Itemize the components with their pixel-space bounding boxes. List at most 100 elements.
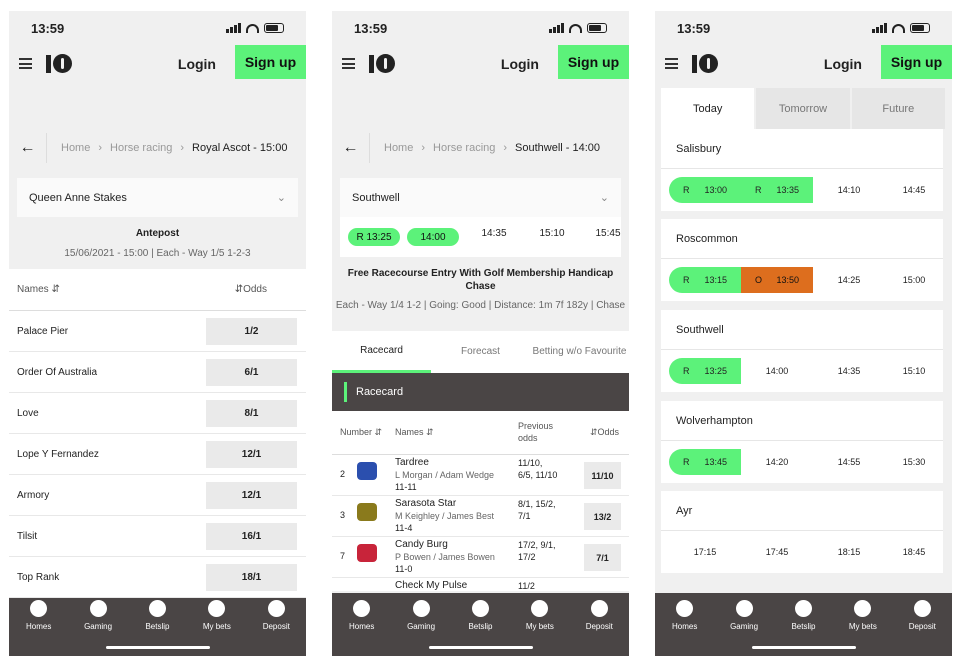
brand-logo[interactable] bbox=[369, 53, 397, 74]
race-time-link[interactable]: 14:25 bbox=[837, 275, 861, 285]
login-button[interactable]: Login bbox=[500, 56, 539, 72]
race-time-slot[interactable]: R 13:25 bbox=[669, 358, 741, 384]
sort-icon: ⇵ bbox=[372, 427, 383, 437]
market-title: Antepost bbox=[135, 228, 180, 239]
race-select[interactable]: Queen Anne Stakes ⌄ bbox=[17, 178, 298, 217]
race-time-link[interactable]: 15:30 bbox=[902, 457, 926, 467]
odds-button[interactable]: 8/1 bbox=[206, 399, 297, 427]
race-time-link[interactable]: 14:35 bbox=[837, 366, 861, 376]
tab-forecast[interactable]: Forecast bbox=[461, 346, 500, 357]
brand-logo[interactable] bbox=[692, 53, 720, 74]
nav-item-mybets[interactable]: My bets bbox=[835, 600, 891, 656]
meeting-name[interactable]: Roscommon bbox=[661, 219, 943, 259]
odds-button[interactable]: 13/2 bbox=[584, 503, 621, 530]
race-time-slot[interactable]: R 13:35 bbox=[741, 177, 813, 203]
meeting-name[interactable]: Wolverhampton bbox=[661, 401, 943, 441]
meeting-name[interactable]: Salisbury bbox=[661, 129, 943, 169]
race-time-tab[interactable]: 14:35 bbox=[481, 228, 507, 239]
back-arrow-icon[interactable]: ← bbox=[9, 133, 47, 163]
sort-odds-header[interactable]: ⇵Odds bbox=[235, 284, 267, 295]
login-button[interactable]: Login bbox=[823, 56, 862, 72]
nav-item-mybets[interactable]: My bets bbox=[512, 600, 568, 656]
nav-item-dice[interactable]: Gaming bbox=[393, 600, 449, 656]
tab-racecard[interactable]: Racecard bbox=[332, 331, 431, 373]
meeting-card: Wolverhampton R 13:45 14:20 14:55 15:30 bbox=[661, 401, 943, 483]
odds-button[interactable]: 11/10 bbox=[584, 462, 621, 489]
race-time-tab[interactable]: 15:10 bbox=[539, 228, 565, 239]
runner-name: Candy Burg bbox=[395, 539, 448, 550]
odds-button[interactable]: 16/1 bbox=[206, 522, 297, 550]
race-time-link[interactable]: 15:00 bbox=[902, 275, 926, 285]
tab-today[interactable]: Today bbox=[661, 88, 755, 129]
breadcrumb-item[interactable]: Horse racing bbox=[433, 142, 496, 154]
odds-button[interactable]: 12/1 bbox=[206, 440, 297, 468]
nav-item-betslip[interactable]: Betslip bbox=[129, 600, 185, 656]
nav-item-home[interactable]: Homes bbox=[657, 600, 713, 656]
nav-item-dice[interactable]: Gaming bbox=[716, 600, 772, 656]
breadcrumb-item[interactable]: Home bbox=[384, 142, 414, 154]
meeting-name[interactable]: Southwell bbox=[661, 310, 943, 350]
runner-name: Tardree bbox=[395, 457, 429, 468]
breadcrumb-item[interactable]: Horse racing bbox=[110, 142, 173, 154]
race-time-tab[interactable]: 15:45 bbox=[595, 228, 621, 239]
sort-names-header[interactable]: Names ⇵ bbox=[17, 284, 60, 295]
nav-item-betslip[interactable]: Betslip bbox=[452, 600, 508, 656]
nav-item-dice[interactable]: Gaming bbox=[70, 600, 126, 656]
race-time-link[interactable]: 14:20 bbox=[765, 457, 789, 467]
signup-button[interactable]: Sign up bbox=[881, 45, 952, 79]
tab-future[interactable]: Future bbox=[851, 88, 945, 129]
race-time-link[interactable]: 14:45 bbox=[902, 185, 926, 195]
sort-number-header[interactable]: Number ⇵ bbox=[340, 427, 382, 438]
login-button[interactable]: Login bbox=[177, 56, 216, 72]
runner-number: 3 bbox=[340, 510, 346, 520]
runners-table: Names ⇵ ⇵Odds Palace Pier 1/2 Order Of Austr… bbox=[9, 269, 306, 598]
signup-button[interactable]: Sign up bbox=[558, 45, 629, 79]
odds-button[interactable]: 18/1 bbox=[206, 563, 297, 591]
race-time-link[interactable]: 15:10 bbox=[902, 366, 926, 376]
race-time-slot[interactable]: R 13:45 bbox=[669, 449, 741, 475]
race-time-slot[interactable]: R 13:15 bbox=[669, 267, 741, 293]
menu-icon[interactable] bbox=[665, 58, 678, 69]
menu-icon[interactable] bbox=[19, 58, 32, 69]
race-time-link[interactable]: 14:10 bbox=[837, 185, 861, 195]
signup-button[interactable]: Sign up bbox=[235, 45, 306, 79]
tab-tomorrow[interactable]: Tomorrow bbox=[756, 88, 850, 129]
odds-button[interactable]: 1/2 bbox=[206, 317, 297, 345]
race-time-slot[interactable]: O 13:50 bbox=[741, 267, 813, 293]
nav-item-betslip[interactable]: Betslip bbox=[775, 600, 831, 656]
brand-logo[interactable] bbox=[46, 53, 74, 74]
odds-button[interactable]: 12/1 bbox=[206, 481, 297, 509]
race-time-link[interactable]: 14:55 bbox=[837, 457, 861, 467]
race-time: 13:00 bbox=[704, 185, 727, 195]
odds-button[interactable]: 7/1 bbox=[584, 544, 621, 571]
sort-odds-header[interactable]: ⇵Odds bbox=[590, 427, 619, 438]
race-time-tab[interactable]: 14:00 bbox=[407, 228, 459, 246]
race-time-link[interactable]: 14:00 bbox=[765, 366, 789, 376]
breadcrumb-item[interactable]: Home bbox=[61, 142, 91, 154]
race-time-link[interactable]: 18:15 bbox=[837, 547, 861, 557]
race-time-tab[interactable]: R 13:25 bbox=[348, 228, 400, 246]
race-time-slot[interactable]: R 13:00 bbox=[669, 177, 741, 203]
nav-item-mybets[interactable]: My bets bbox=[189, 600, 245, 656]
odds-button[interactable]: 6/1 bbox=[206, 358, 297, 386]
race-time-link[interactable]: 18:45 bbox=[902, 547, 926, 557]
meeting-select-value: Southwell bbox=[352, 191, 400, 204]
nav-item-deposit[interactable]: Deposit bbox=[571, 600, 627, 656]
meeting-name[interactable]: Ayr bbox=[661, 491, 943, 531]
nav-item-deposit[interactable]: Deposit bbox=[248, 600, 304, 656]
nav-item-home[interactable]: Homes bbox=[334, 600, 390, 656]
back-arrow-icon[interactable]: ← bbox=[332, 133, 370, 163]
nav-item-deposit[interactable]: Deposit bbox=[894, 600, 950, 656]
tab-betting-without-favourite[interactable]: Betting w/o Favourite bbox=[532, 346, 627, 357]
jockey-silk-icon bbox=[357, 503, 377, 521]
table-row: Order Of Australia 6/1 bbox=[9, 352, 306, 393]
odds-header-label: Odds bbox=[243, 284, 267, 295]
day-tabs: Today Tomorrow Future bbox=[661, 88, 945, 129]
meeting-select[interactable]: Southwell ⌄ bbox=[340, 178, 621, 217]
race-time-link[interactable]: 17:45 bbox=[765, 547, 789, 557]
sort-names-header[interactable]: Names ⇵ bbox=[395, 427, 434, 438]
menu-icon[interactable] bbox=[342, 58, 355, 69]
nav-item-home[interactable]: Homes bbox=[11, 600, 67, 656]
chevron-down-icon: ⌄ bbox=[599, 192, 609, 204]
race-time-link[interactable]: 17:15 bbox=[693, 547, 717, 557]
